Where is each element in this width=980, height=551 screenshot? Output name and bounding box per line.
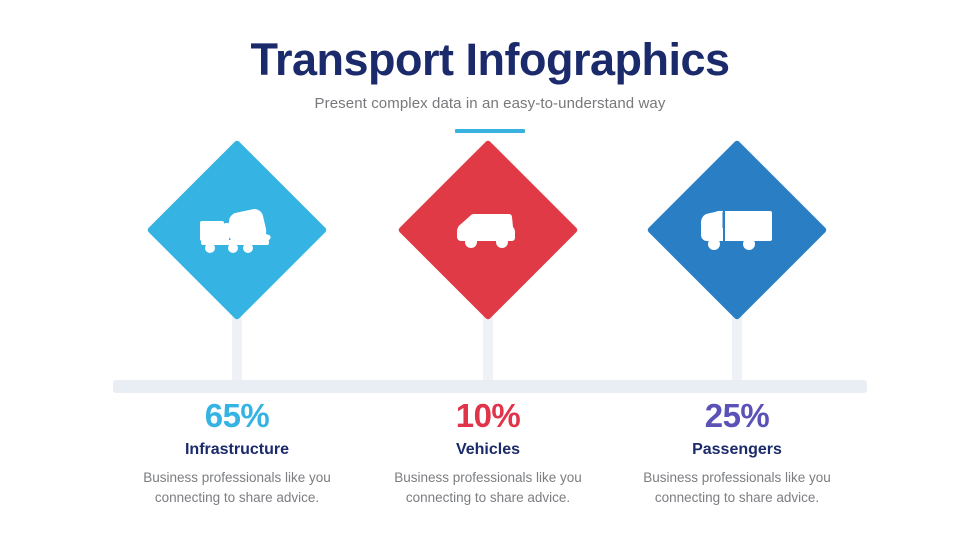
stat-label: Vehicles <box>455 441 521 459</box>
page-title: Transport Infographics <box>250 34 730 85</box>
diagram-node-infrastructure[interactable] <box>112 139 362 392</box>
stats-row: 65% Infrastructure Business professional… <box>0 397 980 548</box>
stat-block-vehicles: 10% Vehicles Business professionals like… <box>363 397 613 507</box>
stat-value: 10% <box>455 397 521 434</box>
diagram-node-vehicles[interactable] <box>363 139 613 392</box>
cement-mixer-truck-icon <box>173 166 301 294</box>
connector-stem <box>483 272 493 382</box>
connector-stem <box>232 272 242 382</box>
stat-block-passengers: 25% Passengers Business professionals li… <box>612 397 862 507</box>
stat-description: Business professionals like you connecti… <box>643 470 831 505</box>
timeline-base-bar <box>113 380 867 393</box>
stat-description: Business professionals like you connecti… <box>143 470 331 505</box>
stat-value: 65% <box>204 397 270 434</box>
connector-stem <box>732 272 742 382</box>
box-truck-icon <box>673 166 801 294</box>
stat-value: 25% <box>704 397 770 434</box>
page-subtitle: Present complex data in an easy-to-under… <box>314 95 666 113</box>
diamond-diagram <box>0 139 980 392</box>
stat-label: Passengers <box>692 441 782 459</box>
accent-divider <box>455 129 525 134</box>
stat-block-infrastructure: 65% Infrastructure Business professional… <box>112 397 362 507</box>
stat-description: Business professionals like you connecti… <box>394 470 582 505</box>
stat-label: Infrastructure <box>184 441 290 459</box>
header: Transport Infographics Present complex d… <box>0 34 980 134</box>
diagram-node-passengers[interactable] <box>612 139 862 392</box>
car-icon <box>424 166 552 294</box>
